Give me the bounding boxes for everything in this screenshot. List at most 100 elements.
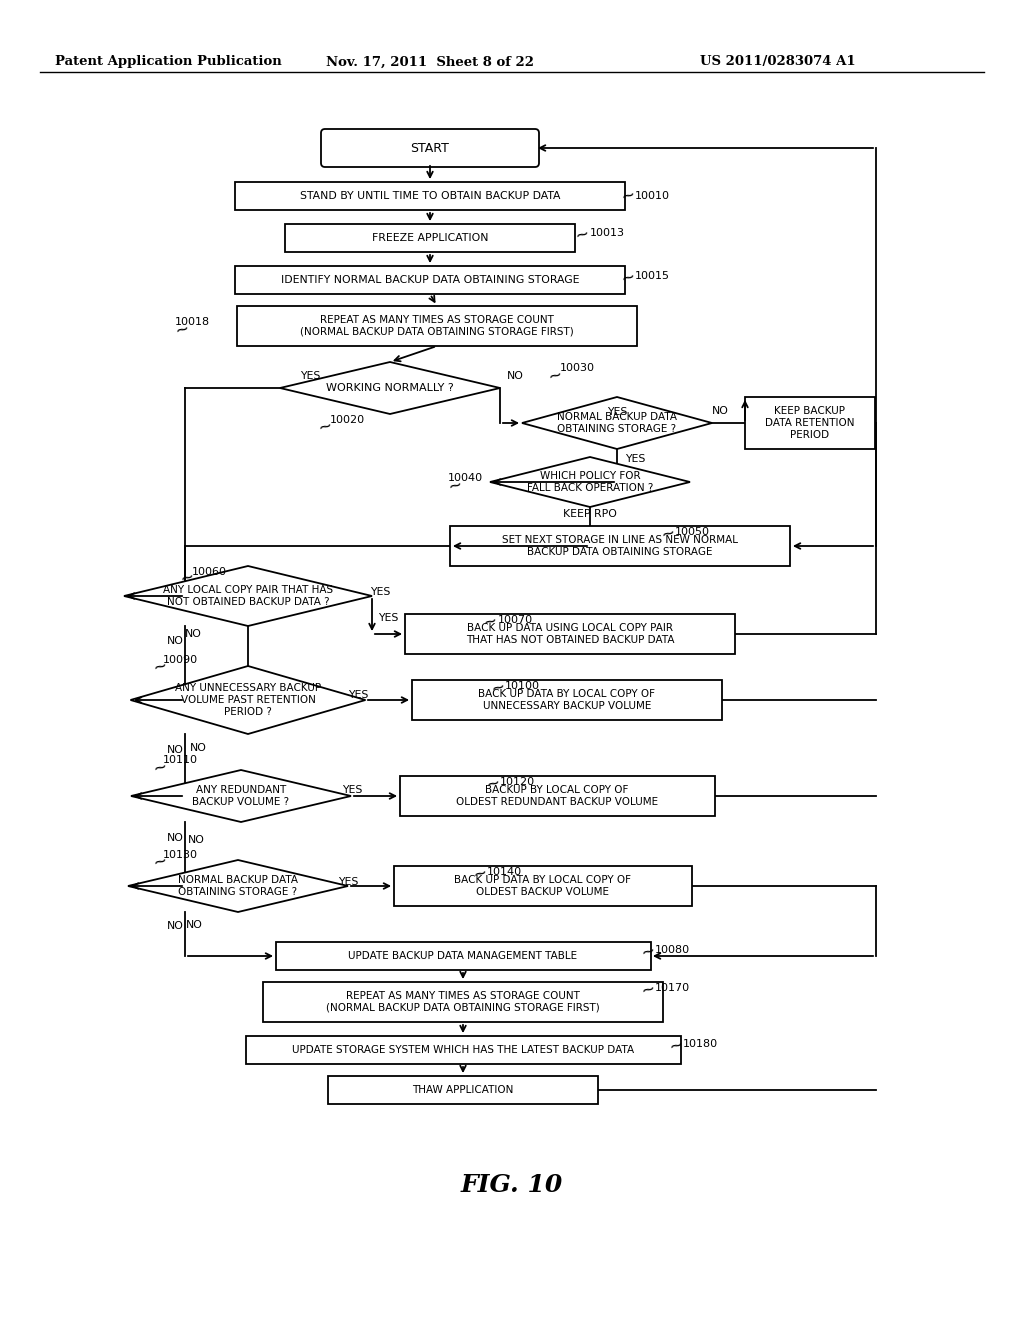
Text: ~: ~: [316, 417, 334, 437]
Text: YES: YES: [378, 612, 398, 623]
Text: YES: YES: [338, 876, 358, 887]
Text: NO: NO: [167, 833, 183, 843]
Text: ~: ~: [151, 851, 169, 873]
Text: ~: ~: [546, 366, 564, 387]
Text: YES: YES: [607, 407, 627, 417]
Polygon shape: [131, 770, 351, 822]
FancyBboxPatch shape: [321, 129, 539, 168]
Bar: [246, 1036, 681, 1064]
Text: WHICH POLICY FOR
FALL BACK OPERATION ?: WHICH POLICY FOR FALL BACK OPERATION ?: [526, 471, 653, 492]
Text: 10018: 10018: [175, 317, 210, 327]
Text: YES: YES: [370, 587, 390, 597]
Text: 10030: 10030: [560, 363, 595, 374]
Text: REPEAT AS MANY TIMES AS STORAGE COUNT
(NORMAL BACKUP DATA OBTAINING STORAGE FIRS: REPEAT AS MANY TIMES AS STORAGE COUNT (N…: [300, 315, 573, 337]
Text: ~: ~: [488, 677, 507, 698]
Bar: [285, 224, 575, 252]
Text: YES: YES: [300, 371, 321, 381]
Polygon shape: [128, 861, 348, 912]
Text: ~: ~: [618, 186, 637, 206]
Text: ~: ~: [618, 268, 637, 289]
Text: NO: NO: [167, 921, 183, 931]
Text: Nov. 17, 2011  Sheet 8 of 22: Nov. 17, 2011 Sheet 8 of 22: [326, 55, 534, 69]
Text: START: START: [411, 141, 450, 154]
Polygon shape: [522, 397, 712, 449]
Bar: [406, 614, 735, 653]
Text: YES: YES: [348, 690, 369, 700]
Text: ~: ~: [151, 758, 169, 779]
Text: 10080: 10080: [655, 945, 690, 954]
Text: NO: NO: [712, 407, 728, 416]
Bar: [263, 982, 663, 1022]
Text: ~: ~: [471, 863, 489, 884]
Text: 10070: 10070: [498, 615, 534, 624]
Text: 10170: 10170: [655, 983, 690, 993]
Text: BACK UP DATA BY LOCAL COPY OF
UNNECESSARY BACKUP VOLUME: BACK UP DATA BY LOCAL COPY OF UNNECESSAR…: [478, 689, 655, 710]
Text: ~: ~: [151, 656, 169, 677]
Text: NO: NO: [167, 744, 183, 755]
Text: 10050: 10050: [675, 527, 710, 537]
Text: 10180: 10180: [683, 1039, 718, 1049]
Polygon shape: [130, 667, 366, 734]
Text: ~: ~: [639, 941, 657, 962]
Polygon shape: [124, 566, 372, 626]
Bar: [450, 525, 790, 566]
Bar: [745, 397, 874, 449]
Text: 10120: 10120: [500, 777, 536, 787]
Text: NORMAL BACKUP DATA
OBTAINING STORAGE ?: NORMAL BACKUP DATA OBTAINING STORAGE ?: [557, 412, 677, 434]
Text: ~: ~: [178, 568, 196, 589]
Text: ANY LOCAL COPY PAIR THAT HAS
NOT OBTAINED BACKUP DATA ?: ANY LOCAL COPY PAIR THAT HAS NOT OBTAINE…: [163, 585, 333, 607]
Text: NO: NO: [187, 836, 205, 845]
Text: FIG. 10: FIG. 10: [461, 1173, 563, 1197]
Bar: [234, 267, 625, 294]
Text: UPDATE BACKUP DATA MANAGEMENT TABLE: UPDATE BACKUP DATA MANAGEMENT TABLE: [348, 950, 578, 961]
Bar: [399, 776, 715, 816]
Text: STAND BY UNTIL TIME TO OBTAIN BACKUP DATA: STAND BY UNTIL TIME TO OBTAIN BACKUP DAT…: [300, 191, 560, 201]
Bar: [412, 680, 722, 719]
Text: NO: NO: [507, 371, 523, 381]
Text: ~: ~: [572, 224, 591, 246]
Text: ANY REDUNDANT
BACKUP VOLUME ?: ANY REDUNDANT BACKUP VOLUME ?: [193, 785, 290, 807]
Text: ~: ~: [173, 319, 191, 341]
Text: ~: ~: [667, 1035, 685, 1056]
Text: BACK UP DATA BY LOCAL COPY OF
OLDEST BACKUP VOLUME: BACK UP DATA BY LOCAL COPY OF OLDEST BAC…: [455, 875, 632, 896]
Text: NORMAL BACKUP DATA
OBTAINING STORAGE ?: NORMAL BACKUP DATA OBTAINING STORAGE ?: [178, 875, 298, 896]
Text: ANY UNNECESSARY BACKUP
VOLUME PAST RETENTION
PERIOD ?: ANY UNNECESSARY BACKUP VOLUME PAST RETEN…: [175, 684, 322, 717]
Text: NO: NO: [189, 743, 207, 752]
Text: 10010: 10010: [635, 191, 670, 201]
Text: ~: ~: [445, 475, 464, 496]
Text: 10110: 10110: [163, 755, 198, 766]
Text: NO: NO: [185, 920, 203, 931]
Text: 10130: 10130: [163, 850, 198, 861]
Polygon shape: [490, 457, 690, 507]
Text: YES: YES: [342, 785, 362, 795]
Bar: [237, 306, 637, 346]
Text: YES: YES: [625, 454, 645, 465]
Text: 10060: 10060: [193, 568, 227, 577]
Text: US 2011/0283074 A1: US 2011/0283074 A1: [700, 55, 856, 69]
Text: 10040: 10040: [449, 473, 483, 483]
Text: ~: ~: [484, 774, 502, 795]
Text: IDENTIFY NORMAL BACKUP DATA OBTAINING STORAGE: IDENTIFY NORMAL BACKUP DATA OBTAINING ST…: [281, 275, 580, 285]
Text: 10015: 10015: [635, 271, 670, 281]
Text: 10100: 10100: [505, 681, 540, 690]
Text: WORKING NORMALLY ?: WORKING NORMALLY ?: [326, 383, 454, 393]
Text: REPEAT AS MANY TIMES AS STORAGE COUNT
(NORMAL BACKUP DATA OBTAINING STORAGE FIRS: REPEAT AS MANY TIMES AS STORAGE COUNT (N…: [326, 991, 600, 1012]
Text: NO: NO: [167, 636, 183, 645]
Text: UPDATE STORAGE SYSTEM WHICH HAS THE LATEST BACKUP DATA: UPDATE STORAGE SYSTEM WHICH HAS THE LATE…: [292, 1045, 634, 1055]
Bar: [394, 866, 692, 906]
Text: 10140: 10140: [487, 867, 522, 876]
Text: NO: NO: [184, 630, 202, 639]
Text: FREEZE APPLICATION: FREEZE APPLICATION: [372, 234, 488, 243]
Text: KEEP RPO: KEEP RPO: [563, 510, 616, 519]
Polygon shape: [280, 362, 500, 414]
Text: KEEP BACKUP
DATA RETENTION
PERIOD: KEEP BACKUP DATA RETENTION PERIOD: [765, 407, 855, 440]
Text: SET NEXT STORAGE IN LINE AS NEW NORMAL
BACKUP DATA OBTAINING STORAGE: SET NEXT STORAGE IN LINE AS NEW NORMAL B…: [502, 535, 738, 557]
Text: 10013: 10013: [590, 228, 625, 238]
Text: BACK UP DATA USING LOCAL COPY PAIR
THAT HAS NOT OBTAINED BACKUP DATA: BACK UP DATA USING LOCAL COPY PAIR THAT …: [466, 623, 674, 644]
Text: ~: ~: [481, 611, 499, 632]
Text: BACKUP BY LOCAL COPY OF
OLDEST REDUNDANT BACKUP VOLUME: BACKUP BY LOCAL COPY OF OLDEST REDUNDANT…: [456, 785, 658, 807]
Bar: [234, 182, 625, 210]
Text: ~: ~: [639, 979, 657, 1001]
Bar: [275, 942, 650, 970]
Text: 10090: 10090: [163, 655, 198, 665]
